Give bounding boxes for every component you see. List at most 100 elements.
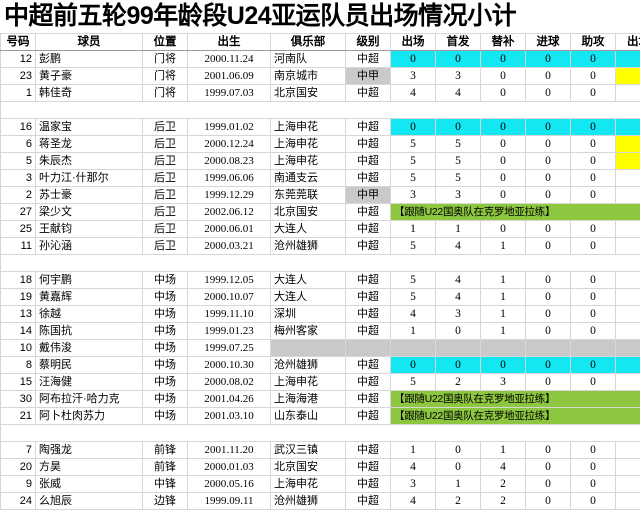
cell-appearances: 3 — [391, 187, 436, 204]
cell-birth-date: 2001.04.26 — [188, 391, 271, 408]
cell-birth-date: 1999.12.29 — [188, 187, 271, 204]
cell-club: 河南队 — [271, 51, 346, 68]
cell-club: 南京城市 — [271, 68, 346, 85]
cell-starts: 4 — [436, 85, 481, 102]
cell-birth-date: 2000.05.16 — [188, 476, 271, 493]
cell-starts: 4 — [436, 272, 481, 289]
cell-club: 北京国安 — [271, 204, 346, 221]
cell-number: 20 — [1, 459, 36, 476]
cell-birth-date: 1999.06.06 — [188, 170, 271, 187]
cell-starts — [436, 340, 481, 357]
cell-birth-date: 1999.07.25 — [188, 340, 271, 357]
cell-appearances: 5 — [391, 238, 436, 255]
cell-appearances: 4 — [391, 459, 436, 476]
cell-substitutions: 1 — [481, 442, 526, 459]
cell-substitutions: 1 — [481, 272, 526, 289]
cell-appearances: 5 — [391, 153, 436, 170]
page-title: 中超前五轮99年龄段U24亚运队员出场情况小计 — [4, 0, 516, 32]
column-header-assists: 助攻 — [571, 34, 616, 51]
cell-starts: 1 — [436, 221, 481, 238]
table-group-separator — [1, 255, 640, 272]
cell-substitutions — [481, 340, 526, 357]
cell-starts: 5 — [436, 153, 481, 170]
cell-birth-date: 2000.06.01 — [188, 221, 271, 238]
cell-level: 中超 — [346, 289, 391, 306]
table-group-separator — [1, 102, 640, 119]
cell-goals — [526, 340, 571, 357]
cell-minutes: 46 — [616, 221, 640, 238]
cell-position: 后卫 — [143, 221, 188, 238]
cell-number: 27 — [1, 204, 36, 221]
cell-player-name: 朱辰杰 — [36, 153, 143, 170]
cell-starts: 3 — [436, 68, 481, 85]
cell-birth-date: 2001.11.20 — [188, 442, 271, 459]
cell-level: 中超 — [346, 306, 391, 323]
cell-number: 3 — [1, 170, 36, 187]
cell-training-note: 【跟随U22国奥队在克罗地亚拉练】 — [391, 204, 640, 221]
cell-appearances — [391, 340, 436, 357]
cell-player-name: 叶力江·什那尔 — [36, 170, 143, 187]
cell-birth-date: 2000.10.07 — [188, 289, 271, 306]
cell-level: 中超 — [346, 459, 391, 476]
cell-position: 后卫 — [143, 238, 188, 255]
cell-number: 5 — [1, 153, 36, 170]
cell-number: 11 — [1, 238, 36, 255]
cell-minutes: 270 — [616, 68, 640, 85]
cell-appearances: 4 — [391, 85, 436, 102]
cell-club: 上海申花 — [271, 374, 346, 391]
cell-goals: 0 — [526, 51, 571, 68]
cell-assists: 0 — [571, 357, 616, 374]
cell-club: 上海海港 — [271, 391, 346, 408]
cell-club: 沧州雄狮 — [271, 493, 346, 510]
cell-goals: 0 — [526, 119, 571, 136]
cell-level: 中超 — [346, 408, 391, 425]
cell-club: 深圳 — [271, 306, 346, 323]
cell-substitutions: 0 — [481, 85, 526, 102]
cell-position: 门将 — [143, 85, 188, 102]
cell-assists: 0 — [571, 442, 616, 459]
cell-assists — [571, 340, 616, 357]
cell-goals: 0 — [526, 323, 571, 340]
cell-assists: 0 — [571, 493, 616, 510]
cell-club: 上海申花 — [271, 476, 346, 493]
cell-goals: 0 — [526, 238, 571, 255]
cell-starts: 0 — [436, 459, 481, 476]
cell-position: 中场 — [143, 374, 188, 391]
cell-player-name: 陶强龙 — [36, 442, 143, 459]
cell-substitutions: 1 — [481, 323, 526, 340]
cell-substitutions: 0 — [481, 68, 526, 85]
cell-goals: 0 — [526, 476, 571, 493]
cell-position: 前锋 — [143, 442, 188, 459]
cell-goals: 0 — [526, 306, 571, 323]
cell-player-name: 戴伟浚 — [36, 340, 143, 357]
cell-level: 中超 — [346, 374, 391, 391]
cell-level: 中超 — [346, 238, 391, 255]
cell-number: 15 — [1, 374, 36, 391]
cell-number: 18 — [1, 272, 36, 289]
cell-club: 大连人 — [271, 221, 346, 238]
